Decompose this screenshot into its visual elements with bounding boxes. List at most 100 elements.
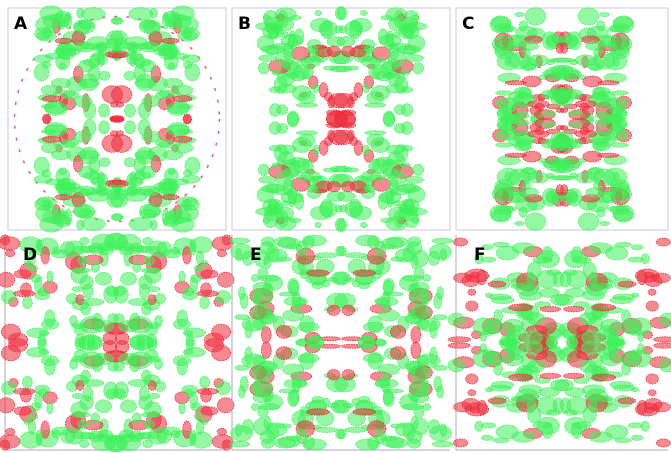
pattern-blob	[422, 290, 429, 306]
pattern-blob	[394, 124, 405, 134]
pattern-blob	[496, 98, 520, 108]
pattern-blob	[139, 284, 149, 298]
pattern-blob	[327, 370, 340, 380]
pattern-blob	[386, 438, 408, 448]
pattern-blob	[217, 428, 226, 435]
pattern-blob	[578, 213, 599, 230]
pattern-blob	[326, 110, 341, 116]
pattern-blob	[267, 423, 279, 440]
pattern-blob	[136, 147, 154, 164]
pattern-blob	[612, 187, 631, 202]
pattern-blob	[185, 64, 200, 81]
pattern-blob	[378, 310, 399, 321]
pattern-blob	[0, 237, 20, 251]
pattern-blob	[369, 159, 389, 173]
pattern-blob	[410, 366, 430, 380]
pattern-blob	[567, 337, 578, 348]
pattern-blob	[141, 166, 156, 178]
pattern-blob	[515, 12, 525, 16]
pattern-blob	[229, 238, 249, 244]
pattern-blob	[569, 122, 582, 127]
pattern-blob	[289, 390, 298, 405]
pattern-blob	[327, 37, 345, 47]
pattern-blob	[136, 74, 154, 91]
pattern-blob	[488, 398, 506, 404]
pattern-blob	[289, 280, 298, 295]
pattern-blob	[274, 438, 296, 448]
pattern-blob	[307, 46, 317, 53]
pattern-blob	[296, 131, 317, 135]
pattern-blob	[553, 398, 564, 413]
pattern-blob	[462, 398, 479, 410]
pattern-blob	[212, 435, 233, 449]
pattern-blob	[569, 111, 582, 116]
pattern-blob	[194, 265, 203, 272]
pattern-blob	[552, 136, 567, 150]
pattern-blob	[173, 319, 190, 329]
pattern-blob	[52, 427, 71, 435]
pattern-blob	[59, 182, 80, 189]
pattern-blob	[542, 111, 555, 116]
pattern-blob	[254, 379, 261, 395]
pattern-blob	[321, 199, 333, 217]
pattern-blob	[197, 290, 218, 296]
pattern-blob	[99, 71, 110, 80]
pattern-blob	[147, 334, 157, 347]
pattern-blob	[55, 11, 71, 23]
pattern-blob	[491, 17, 511, 28]
pattern-blob	[353, 270, 375, 276]
pattern-blob	[14, 290, 35, 296]
pattern-blob	[413, 164, 424, 175]
pattern-blob	[528, 55, 548, 66]
panel-label: D	[23, 245, 37, 265]
pattern-blob	[512, 243, 535, 254]
pattern-blob	[265, 205, 278, 214]
pattern-blob	[55, 215, 71, 227]
pattern-blob	[307, 185, 317, 192]
pattern-blob	[613, 210, 633, 221]
pattern-blob	[23, 376, 33, 388]
pattern-blob	[74, 204, 94, 218]
pattern-blob	[276, 50, 294, 67]
pattern-blob	[322, 398, 329, 405]
pattern-blob	[383, 390, 392, 405]
pattern-blob	[144, 256, 155, 265]
pattern-blob	[181, 28, 199, 40]
pattern-blob	[394, 10, 404, 27]
pattern-blob	[497, 168, 520, 186]
pattern-blob	[111, 214, 122, 221]
pattern-blob	[413, 63, 424, 74]
pattern-blob	[328, 97, 335, 108]
pattern-blob	[358, 282, 370, 288]
pattern-blob	[496, 130, 520, 140]
pattern-blob	[586, 42, 607, 50]
pattern-blob	[162, 38, 179, 43]
pattern-blob	[631, 245, 642, 250]
pattern-blob	[522, 76, 541, 87]
pattern-blob	[383, 111, 394, 126]
pattern-blob	[154, 182, 175, 189]
pattern-blob	[411, 326, 421, 343]
pattern-blob	[383, 280, 392, 295]
pattern-blob	[354, 141, 363, 156]
pattern-blob	[613, 17, 633, 28]
panel-label: E	[250, 245, 262, 265]
pattern-blob	[335, 26, 343, 33]
pattern-blob	[503, 319, 524, 331]
pattern-blob	[95, 400, 111, 413]
pattern-blob	[212, 237, 233, 251]
pattern-blob	[235, 424, 242, 436]
pattern-blob	[259, 55, 276, 62]
pattern-blob	[141, 60, 156, 72]
pattern-blob	[462, 275, 479, 287]
pattern-blob	[304, 439, 327, 450]
pattern-blob	[610, 381, 632, 388]
pattern-blob	[527, 398, 534, 413]
pattern-blob	[364, 185, 374, 192]
pattern-blob	[349, 21, 361, 39]
pattern-blob	[432, 441, 452, 447]
pattern-blob	[326, 122, 341, 128]
pattern-blob	[259, 176, 276, 183]
pattern-blob	[492, 187, 511, 202]
pattern-blob	[98, 48, 108, 65]
